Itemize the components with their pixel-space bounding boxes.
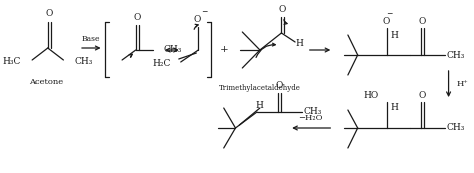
- Text: CH₃: CH₃: [74, 57, 92, 66]
- FancyArrowPatch shape: [194, 24, 198, 29]
- Text: O: O: [276, 81, 283, 90]
- Text: +: +: [219, 45, 228, 54]
- Text: CH₃: CH₃: [304, 107, 322, 116]
- Text: HO: HO: [364, 92, 379, 101]
- Text: O: O: [194, 15, 201, 24]
- Text: H: H: [391, 103, 399, 112]
- Text: −: −: [386, 10, 392, 18]
- Text: O: O: [45, 10, 53, 19]
- Text: Trimethylacetaldehyde: Trimethylacetaldehyde: [219, 84, 301, 92]
- Text: O: O: [419, 92, 426, 101]
- Text: H: H: [295, 39, 303, 48]
- Text: O: O: [419, 17, 426, 26]
- Text: H: H: [391, 30, 399, 39]
- FancyArrowPatch shape: [256, 43, 275, 57]
- Text: O: O: [279, 6, 286, 15]
- Text: CH₃: CH₃: [163, 45, 182, 54]
- Text: O: O: [133, 12, 140, 21]
- Text: Acetone: Acetone: [29, 78, 63, 86]
- Text: −: −: [201, 8, 207, 16]
- FancyArrowPatch shape: [129, 54, 132, 57]
- Text: O: O: [383, 17, 390, 26]
- Text: −H₂O: −H₂O: [299, 114, 323, 122]
- Text: H₃C: H₃C: [2, 57, 20, 66]
- Text: Base: Base: [82, 35, 100, 43]
- Text: H: H: [255, 102, 263, 111]
- Text: CH₃: CH₃: [447, 51, 465, 60]
- Text: H₂C: H₂C: [153, 58, 171, 67]
- Text: CH₃: CH₃: [447, 124, 465, 133]
- Text: H⁺: H⁺: [456, 80, 468, 88]
- FancyArrowPatch shape: [284, 20, 287, 24]
